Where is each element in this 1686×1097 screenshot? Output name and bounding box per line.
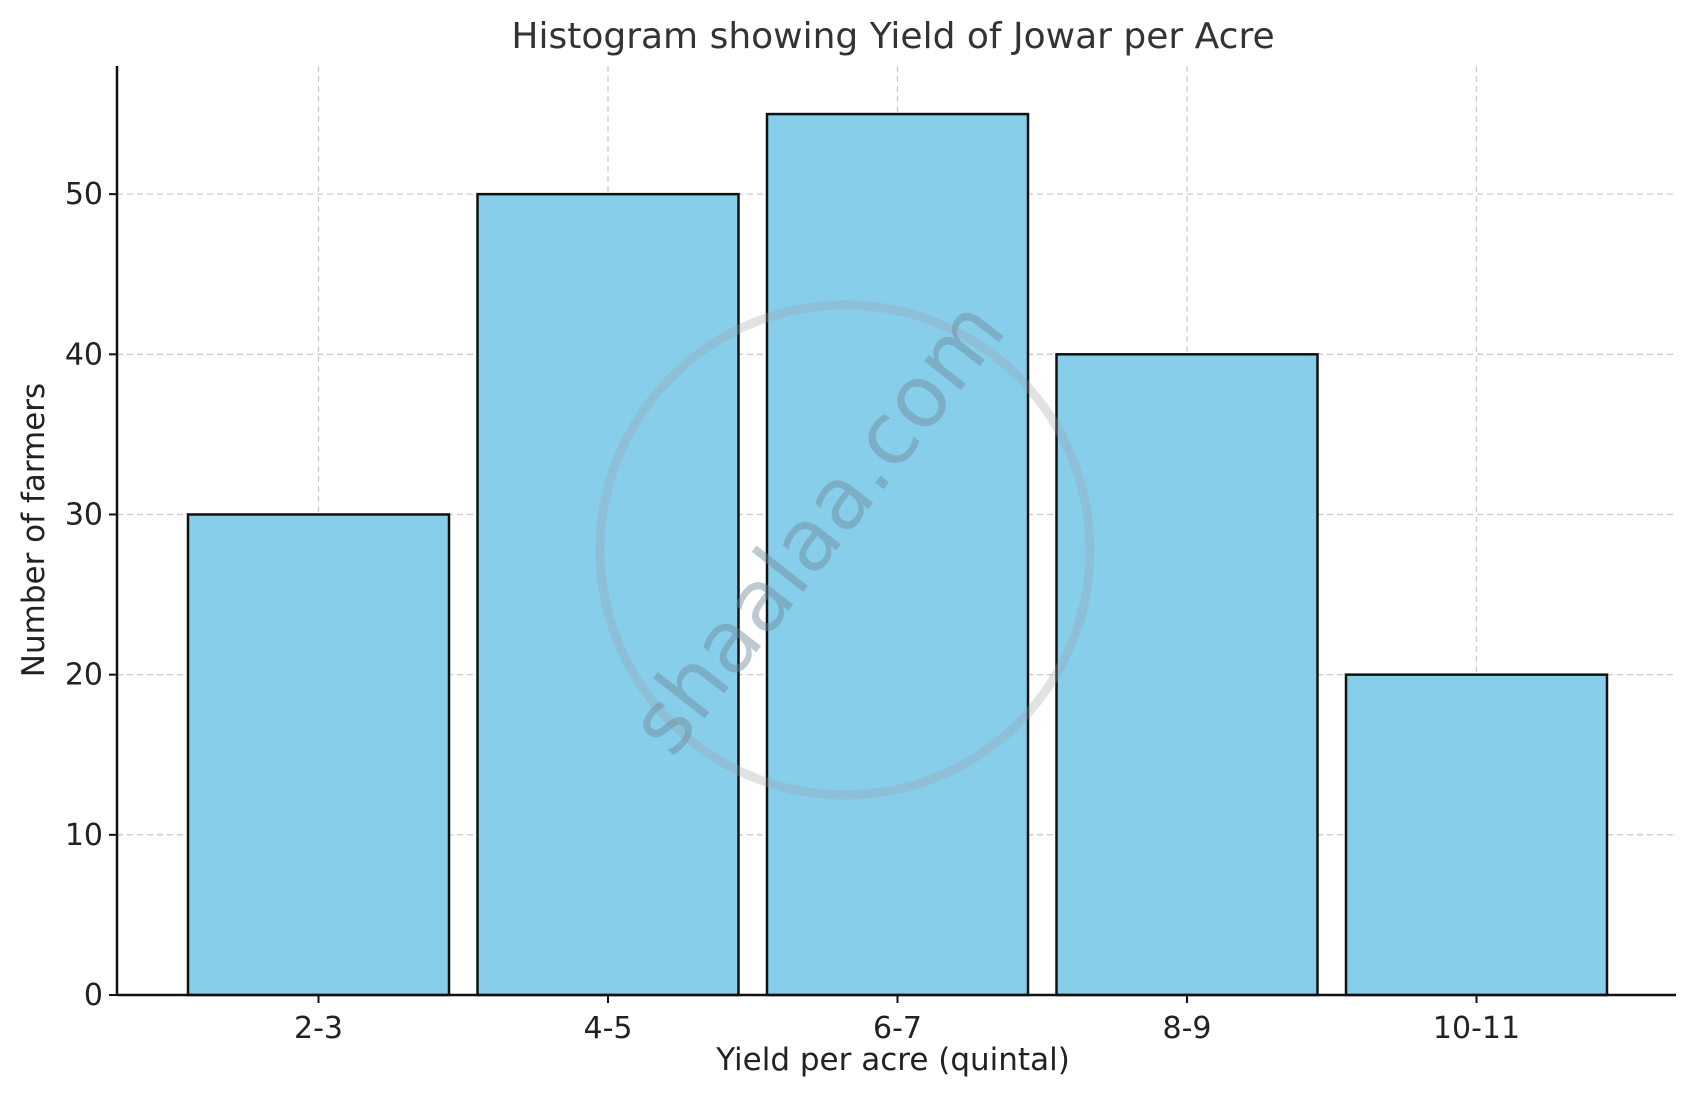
y-tick-label: 10 <box>65 818 103 853</box>
tick-labels: 0 10 20 30 40 50 2-3 4-5 6-7 8-9 10-11 <box>65 177 1520 1046</box>
y-tick-label: 40 <box>65 337 103 372</box>
bar-2-3 <box>186 513 451 997</box>
x-tick-label: 2-3 <box>294 1011 343 1046</box>
bar-4-5 <box>476 192 740 997</box>
bars <box>186 112 1609 997</box>
chart-title: Histogram showing Yield of Jowar per Acr… <box>511 16 1274 57</box>
y-tick-label: 30 <box>65 497 103 532</box>
x-tick-label: 8-9 <box>1163 1011 1212 1046</box>
x-tick-label: 6-7 <box>873 1011 922 1046</box>
bar-8-9 <box>1055 353 1319 997</box>
x-tick-label: 10-11 <box>1433 1011 1520 1046</box>
y-axis-label: Number of farmers <box>16 383 52 677</box>
y-tick-label: 20 <box>65 658 103 693</box>
y-tick-label: 0 <box>84 978 103 1013</box>
axes <box>109 66 1676 1003</box>
x-tick-label: 4-5 <box>584 1011 633 1046</box>
y-tick-label: 50 <box>65 177 103 212</box>
x-axis-label: Yield per acre (quintal) <box>715 1042 1070 1078</box>
bar-10-11 <box>1344 673 1609 997</box>
bar-6-7 <box>765 112 1030 997</box>
watermark-ring <box>595 300 1095 800</box>
